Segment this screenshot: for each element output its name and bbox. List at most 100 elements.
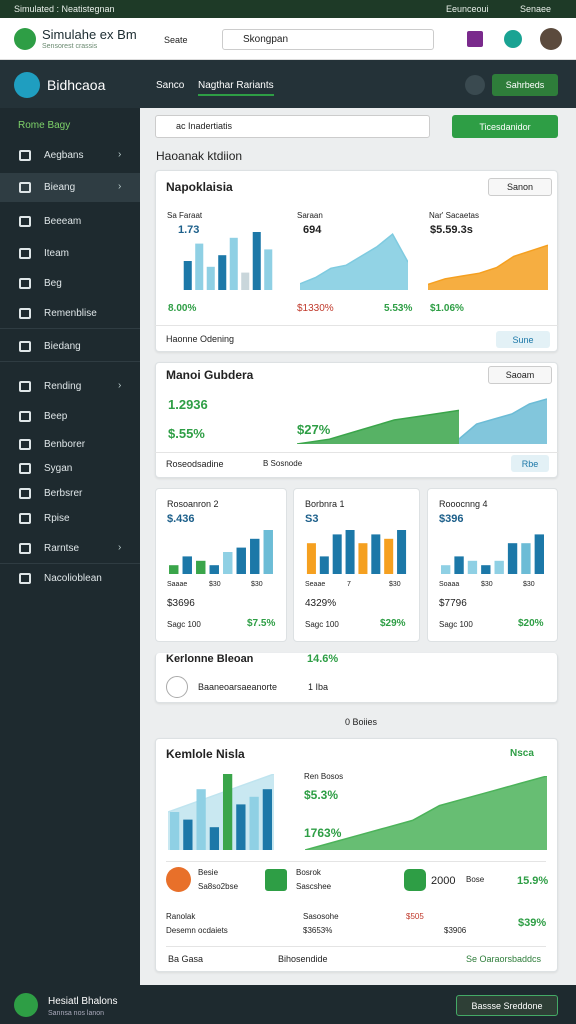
divider xyxy=(166,861,546,862)
nav-action[interactable]: Sahrbeds xyxy=(492,74,558,96)
summary-row-value: 1 Iba xyxy=(308,682,329,692)
bar xyxy=(397,530,407,574)
bar xyxy=(209,565,219,574)
sidebar-item[interactable]: Beep xyxy=(44,411,68,422)
sidebar-item[interactable]: Benborer xyxy=(44,439,86,450)
bar xyxy=(183,819,193,850)
chart-change: $1330% xyxy=(297,303,334,314)
sidebar-item[interactable]: Nacolioblean xyxy=(44,573,102,584)
sidebar-item[interactable]: Rending xyxy=(44,381,82,392)
row-text: 15.9% xyxy=(517,875,549,887)
sidebar-icon xyxy=(19,513,31,524)
sidebar-item[interactable]: Rarntse xyxy=(44,543,80,554)
tick-label: $30 xyxy=(209,581,221,588)
footer-button[interactable]: Bassse Sreddone xyxy=(456,995,558,1016)
row-text: Desemn ocdaiets xyxy=(166,926,228,935)
tick-label: $30 xyxy=(481,581,493,588)
bar xyxy=(263,530,273,574)
sidebar-item[interactable]: Rpise xyxy=(44,513,70,524)
icon[interactable] xyxy=(465,75,485,95)
bar xyxy=(218,255,227,290)
row-text: Sa8so2bse xyxy=(198,882,239,891)
avatar[interactable] xyxy=(540,28,562,50)
area xyxy=(168,774,274,850)
chevron: › xyxy=(118,380,122,391)
mini-chart xyxy=(428,244,548,290)
card-button[interactable]: Sune xyxy=(496,331,550,348)
card xyxy=(155,653,558,703)
mini-chart xyxy=(306,530,407,574)
sidebar-item[interactable]: Aegbans xyxy=(44,150,84,161)
bar xyxy=(358,543,368,574)
header-button[interactable]: Seate xyxy=(164,35,188,45)
sidebar-divider xyxy=(0,563,140,564)
sidebar-item[interactable]: Sygan xyxy=(44,463,73,474)
link[interactable]: Ba Gasa xyxy=(168,954,204,964)
divider xyxy=(166,946,546,947)
bar xyxy=(252,232,261,290)
subcard-value: $396 xyxy=(439,513,464,525)
chart-change: $1.06% xyxy=(430,303,464,314)
row-text: Ranolak xyxy=(166,912,196,921)
subcard-title: Rooocnng 4 xyxy=(439,499,488,509)
dropdown[interactable]: Sanon xyxy=(488,178,552,196)
status-item: Eeunceoui xyxy=(446,4,489,14)
bar xyxy=(371,534,381,574)
toolbar-button[interactable]: Ticesdanidor xyxy=(452,115,558,138)
bar xyxy=(306,543,316,574)
tick-label: 7 xyxy=(347,581,351,588)
chart-label: Saraan xyxy=(297,211,323,220)
sidebar-icon xyxy=(19,278,31,289)
tick-label: Soaaa xyxy=(439,581,460,588)
subcard-total: $7796 xyxy=(439,598,467,609)
area-line xyxy=(297,409,459,444)
card-button[interactable]: Rbe xyxy=(511,455,549,472)
search-box[interactable] xyxy=(222,29,434,50)
toolbar-search[interactable] xyxy=(155,115,430,138)
nav-tab[interactable]: Nagthar Rariants xyxy=(198,80,274,96)
sidebar-icon xyxy=(19,216,31,227)
sidebar-icon xyxy=(19,150,31,161)
sidebar-item[interactable]: Iteam xyxy=(44,248,70,259)
divider xyxy=(155,325,558,326)
bar xyxy=(209,827,220,850)
sidebar-item[interactable]: Berbsrer xyxy=(44,488,83,499)
logo xyxy=(14,28,36,50)
link[interactable]: Bihosendide xyxy=(278,954,328,964)
sidebar-icon xyxy=(19,439,31,450)
mid-value: $5.3% xyxy=(304,788,339,802)
icon[interactable] xyxy=(504,30,522,48)
bar xyxy=(521,543,531,574)
dropdown[interactable]: Saoam xyxy=(488,366,552,384)
area-chart xyxy=(305,776,547,850)
mini-chart xyxy=(168,774,274,850)
sidebar-item[interactable]: Beeeam xyxy=(44,216,82,227)
card-value: 1.2936 xyxy=(168,397,208,412)
subcard-total: 4329% xyxy=(305,598,337,609)
status-title: Simulated : Neatistegnan xyxy=(14,4,115,14)
sidebar-item[interactable]: Remenblise xyxy=(44,308,97,319)
chart-change: 8.00% xyxy=(168,303,197,314)
link[interactable]: Se Oaraorsbaddcs xyxy=(466,954,542,964)
sidebar-icon xyxy=(19,411,31,422)
sidebar-icon xyxy=(19,463,31,474)
sidebar-item[interactable]: Biedang xyxy=(44,341,81,352)
bar xyxy=(236,547,246,574)
subcard-value: S3 xyxy=(305,513,319,525)
chart-value: 694 xyxy=(303,224,322,236)
sidebar-item[interactable]: Bieang xyxy=(44,182,76,193)
bar xyxy=(229,237,238,290)
card xyxy=(155,738,558,972)
row-text: $505 xyxy=(406,912,424,921)
bar xyxy=(494,560,504,574)
bar xyxy=(196,789,206,850)
mid-label: Ren Bosos xyxy=(304,772,344,781)
icon[interactable] xyxy=(467,31,483,47)
nav-tab[interactable]: Sanco xyxy=(156,80,185,91)
subcard-total: $3696 xyxy=(167,598,195,609)
area-line xyxy=(300,233,408,285)
sidebar-divider xyxy=(0,328,140,329)
row-text: $3653% xyxy=(303,926,333,935)
sidebar-item[interactable]: Beg xyxy=(44,278,62,289)
bar xyxy=(384,538,394,574)
